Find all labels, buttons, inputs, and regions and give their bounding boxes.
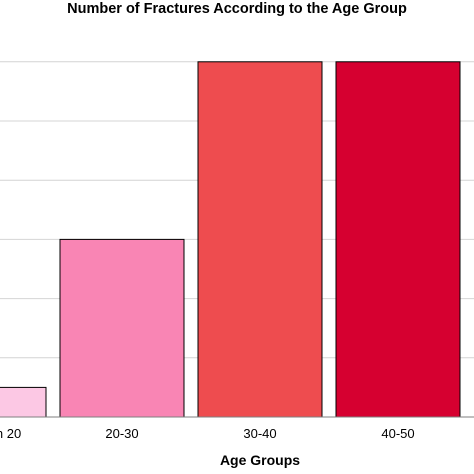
x-tick-labels: Less than 20 20-30 30-40 40-50 [0,426,415,441]
chart-title: Number of Fractures According to the Age… [67,1,407,17]
x-tick-label: Less than 20 [0,426,21,441]
bars [0,61,461,418]
x-tick-label: 30-40 [243,426,276,441]
bar [335,61,461,418]
bar [59,238,185,418]
x-axis-label: Age Groups [219,452,301,468]
bar [0,386,47,418]
x-tick-label: 20-30 [105,426,138,441]
bar [197,61,323,418]
x-tick-label: 40-50 [381,426,414,441]
